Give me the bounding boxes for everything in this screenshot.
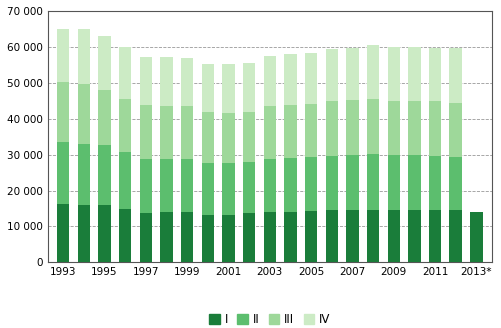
Bar [78, 29, 90, 84]
Bar [222, 65, 234, 113]
Bar [140, 213, 152, 262]
Bar [201, 65, 214, 112]
Bar [264, 158, 276, 212]
Bar [98, 90, 111, 145]
Bar [78, 144, 90, 205]
Bar [387, 101, 400, 155]
Bar [264, 107, 276, 158]
Bar [408, 101, 420, 155]
Bar [78, 205, 90, 262]
Bar [470, 212, 482, 262]
Bar [119, 47, 131, 99]
Bar [243, 63, 256, 112]
Bar [408, 47, 420, 101]
Bar [57, 82, 69, 142]
Bar [160, 159, 173, 213]
Bar [367, 154, 379, 210]
Bar [429, 156, 441, 210]
Bar [429, 210, 441, 262]
Bar [326, 49, 338, 101]
Bar [181, 58, 193, 107]
Bar [264, 212, 276, 262]
Bar [160, 107, 173, 159]
Bar [346, 210, 359, 262]
Bar [449, 103, 462, 157]
Bar [367, 210, 379, 262]
Bar [346, 155, 359, 210]
Bar [181, 159, 193, 212]
Bar [326, 101, 338, 156]
Bar [140, 56, 152, 105]
Bar [305, 53, 317, 104]
Bar [284, 105, 297, 158]
Bar [305, 157, 317, 211]
Bar [160, 213, 173, 262]
Bar [449, 157, 462, 210]
Bar [201, 215, 214, 262]
Bar [119, 99, 131, 152]
Bar [367, 99, 379, 154]
Bar [243, 162, 256, 213]
Bar [408, 210, 420, 262]
Bar [181, 212, 193, 262]
Bar [284, 158, 297, 213]
Bar [387, 47, 400, 101]
Bar [387, 210, 400, 262]
Bar [98, 36, 111, 90]
Bar [429, 48, 441, 101]
Bar [222, 113, 234, 163]
Legend: I, II, III, IV: I, II, III, IV [204, 309, 335, 328]
Bar [98, 145, 111, 205]
Bar [387, 155, 400, 210]
Bar [243, 213, 256, 262]
Bar [284, 213, 297, 262]
Bar [346, 100, 359, 155]
Bar [264, 56, 276, 107]
Bar [119, 209, 131, 262]
Bar [408, 155, 420, 210]
Bar [140, 158, 152, 213]
Bar [78, 84, 90, 144]
Bar [57, 204, 69, 262]
Bar [181, 107, 193, 159]
Bar [119, 152, 131, 209]
Bar [326, 210, 338, 262]
Bar [160, 57, 173, 107]
Bar [326, 156, 338, 210]
Bar [243, 112, 256, 162]
Bar [284, 54, 297, 105]
Bar [305, 211, 317, 262]
Bar [201, 163, 214, 215]
Bar [140, 105, 152, 158]
Bar [222, 163, 234, 215]
Bar [346, 48, 359, 100]
Bar [57, 29, 69, 82]
Bar [98, 205, 111, 262]
Bar [449, 210, 462, 262]
Bar [449, 48, 462, 103]
Bar [429, 101, 441, 156]
Bar [367, 45, 379, 99]
Bar [57, 142, 69, 204]
Bar [222, 215, 234, 262]
Bar [305, 104, 317, 157]
Bar [201, 112, 214, 163]
